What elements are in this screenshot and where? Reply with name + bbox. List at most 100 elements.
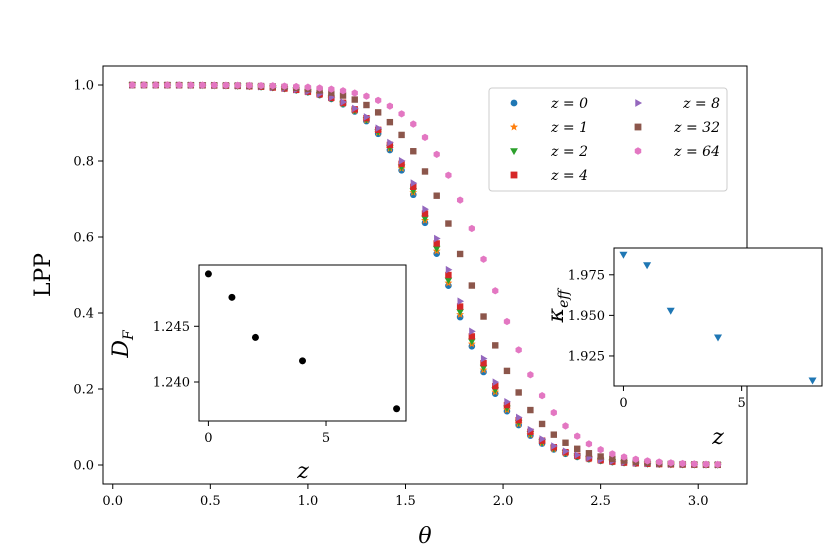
data-point <box>434 234 441 243</box>
data-point <box>702 460 710 468</box>
data-point <box>340 98 347 106</box>
inset-df-x-label: z <box>296 459 309 484</box>
data-point <box>410 179 418 187</box>
data-point <box>375 124 383 132</box>
inset-x-tick-label: 5 <box>322 431 330 446</box>
data-point <box>527 425 535 434</box>
data-point <box>421 168 429 175</box>
data-point <box>234 81 241 89</box>
inset-data-point <box>228 293 236 301</box>
data-point <box>328 85 335 93</box>
inset-data-point <box>643 262 652 270</box>
data-point <box>152 81 159 89</box>
data-point <box>538 420 546 428</box>
data-point <box>516 413 523 422</box>
legend-label: z = 2 <box>550 144 588 160</box>
data-point <box>538 392 546 400</box>
inset-y-tick-label: 1.240 <box>153 376 190 391</box>
data-point <box>375 96 382 104</box>
data-point <box>597 446 604 454</box>
main-y-tick-label: 0.8 <box>73 155 94 170</box>
data-point <box>339 87 347 95</box>
data-point <box>398 157 406 165</box>
main-plot-area: 0.0 0.5 1.0 1.5 2.0 2.5 3.0 0.0 0.2 0.4 0.6 0.8 1.0… <box>31 65 748 549</box>
data-point <box>351 89 358 97</box>
data-point <box>504 397 511 406</box>
data-point <box>351 96 358 103</box>
data-point <box>515 389 522 396</box>
main-x-axis-label: θ <box>418 524 431 549</box>
data-point <box>363 113 371 121</box>
legend-items: z = 0 z = 1 z = 2 z = 4 z = 8 z = 32 z = 64 <box>509 96 720 184</box>
data-point <box>527 406 534 414</box>
data-point <box>539 435 547 443</box>
data-point <box>469 327 476 336</box>
inset-data-point <box>393 405 401 413</box>
data-point <box>140 81 148 89</box>
data-point <box>468 338 476 346</box>
inset-df-y-ticks: 1.240 1.245 <box>153 320 199 391</box>
inset-data-point <box>666 307 675 315</box>
inset-kappa-y-ticks: 1.925 1.950 1.975 <box>568 268 614 364</box>
legend: z = 0 z = 1 z = 2 z = 4 z = 8 z = 32 z = 64 <box>488 87 728 192</box>
data-point <box>457 297 465 306</box>
data-point <box>562 422 569 430</box>
inset-kappa-points <box>619 251 817 385</box>
legend-marker <box>510 148 518 156</box>
data-point <box>550 431 557 438</box>
inset-data-point <box>713 334 723 342</box>
data-point <box>410 148 417 155</box>
legend-label: z = 0 <box>550 96 588 112</box>
data-point <box>562 439 569 446</box>
data-point <box>480 360 487 367</box>
data-point <box>492 287 499 295</box>
inset-data-point <box>204 270 212 278</box>
data-point <box>363 92 370 100</box>
data-point <box>456 309 464 316</box>
data-point <box>480 354 488 363</box>
data-point <box>387 138 394 147</box>
data-point <box>304 83 312 91</box>
legend-marker <box>510 171 518 179</box>
data-point <box>386 141 394 149</box>
inset-df-y-label: DF <box>109 329 137 359</box>
legend-label: z = 8 <box>682 96 720 112</box>
legend-entry: z = 0 <box>510 96 588 112</box>
legend-entry: z = 4 <box>510 168 588 184</box>
legend-marker <box>510 99 518 107</box>
main-x-tick-label: 3.0 <box>688 494 709 509</box>
data-point <box>574 451 582 459</box>
inset-data-point <box>251 333 259 341</box>
data-point <box>199 81 206 89</box>
data-point <box>445 171 452 179</box>
inset-df-points <box>204 270 401 413</box>
main-y-ticks: 0.0 0.2 0.4 0.6 0.8 1.0 <box>73 79 103 474</box>
data-point <box>667 459 675 467</box>
legend-label: z = 32 <box>673 120 720 136</box>
data-point <box>363 101 370 109</box>
main-x-tick-label: 1.5 <box>395 494 416 509</box>
data-point <box>316 84 323 92</box>
data-point <box>691 460 698 468</box>
legend-entry: z = 1 <box>509 120 588 136</box>
data-point <box>445 265 453 274</box>
data-point <box>445 220 452 227</box>
data-point <box>421 215 429 223</box>
data-point <box>479 364 488 372</box>
main-x-ticks: 0.0 0.5 1.0 1.5 2.0 2.5 3.0 <box>102 484 709 509</box>
data-point <box>714 460 721 469</box>
legend-marker <box>509 122 519 131</box>
data-point <box>574 432 581 440</box>
data-point <box>644 457 651 465</box>
main-y-tick-label: 1.0 <box>73 79 94 94</box>
data-point <box>574 445 581 452</box>
data-point <box>492 378 500 386</box>
data-point <box>527 371 534 379</box>
data-point <box>339 92 347 99</box>
inset-x-tick-label: 0 <box>619 396 627 411</box>
data-point <box>609 450 616 458</box>
legend-box <box>488 87 728 192</box>
legend-entry: z = 8 <box>635 96 720 112</box>
data-point <box>480 313 487 320</box>
